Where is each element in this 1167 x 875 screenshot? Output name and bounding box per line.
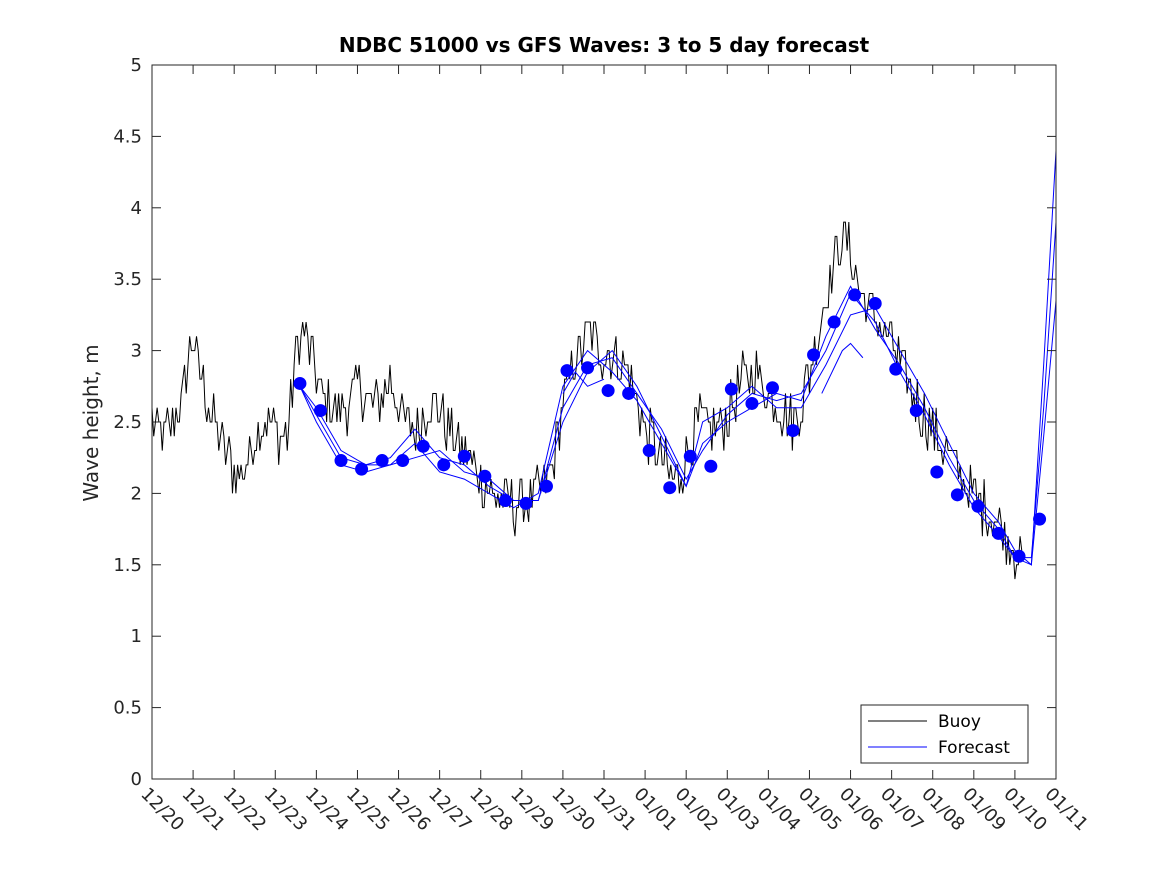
chart-title: NDBC 51000 vs GFS Waves: 3 to 5 day fore…	[339, 33, 870, 57]
forecast-marker	[642, 444, 656, 458]
forecast-marker	[375, 454, 389, 468]
forecast-marker	[868, 296, 882, 310]
y-tick-label: 1	[131, 626, 142, 647]
forecast-series-line-5	[821, 342, 864, 394]
forecast-marker	[971, 499, 985, 513]
y-tick-label: 5	[131, 55, 142, 76]
forecast-marker	[786, 424, 800, 438]
forecast-marker	[478, 469, 492, 483]
forecast-series-line-3	[299, 222, 1056, 559]
forecast-marker	[950, 488, 964, 502]
forecast-marker	[581, 361, 595, 375]
forecast-marker	[437, 458, 451, 472]
forecast-marker	[416, 439, 430, 453]
forecast-marker	[683, 449, 697, 463]
forecast-series-line-4	[562, 371, 605, 394]
forecast-marker	[663, 481, 677, 495]
buoy-series-line	[152, 221, 1023, 580]
forecast-marker	[807, 348, 821, 362]
forecast-marker	[765, 381, 779, 395]
legend-box	[860, 704, 1029, 764]
forecast-marker	[519, 496, 533, 510]
legend-buoy-label: Buoy	[938, 712, 981, 732]
forecast-marker	[827, 315, 841, 329]
forecast-marker	[601, 384, 615, 398]
forecast-marker	[334, 454, 348, 468]
y-tick-label: 3	[131, 341, 142, 362]
y-axis-label: Wave height, m	[79, 344, 103, 501]
legend-forecast-label: Forecast	[938, 738, 1010, 758]
y-tick-label: 3.5	[113, 269, 142, 290]
forecast-marker	[930, 465, 944, 479]
forecast-marker	[848, 288, 862, 302]
plot-area	[152, 150, 1056, 580]
forecast-marker	[457, 449, 471, 463]
forecast-marker	[745, 396, 759, 410]
y-tick-label: 2	[131, 483, 142, 504]
forecast-marker	[498, 494, 512, 508]
forecast-marker	[293, 376, 307, 390]
forecast-marker	[1033, 512, 1047, 526]
forecast-marker	[539, 479, 553, 493]
forecast-marker	[704, 459, 718, 473]
forecast-marker	[1012, 549, 1026, 563]
forecast-marker	[313, 404, 327, 418]
forecast-marker	[355, 462, 369, 476]
y-tick-label: 0.5	[113, 698, 142, 719]
y-tick-label: 2.5	[113, 412, 142, 433]
y-tick-label: 1.5	[113, 555, 142, 576]
forecast-marker	[889, 362, 903, 376]
forecast-marker	[909, 404, 923, 418]
y-tick-label: 0	[131, 769, 142, 790]
forecast-marker	[396, 454, 410, 468]
legend: Buoy Forecast	[860, 704, 1029, 764]
forecast-marker	[724, 382, 738, 396]
forecast-marker	[560, 364, 574, 378]
y-tick-label: 4	[131, 198, 142, 219]
forecast-marker	[622, 386, 636, 400]
y-tick-label: 4.5	[113, 126, 142, 147]
forecast-marker	[991, 526, 1005, 540]
